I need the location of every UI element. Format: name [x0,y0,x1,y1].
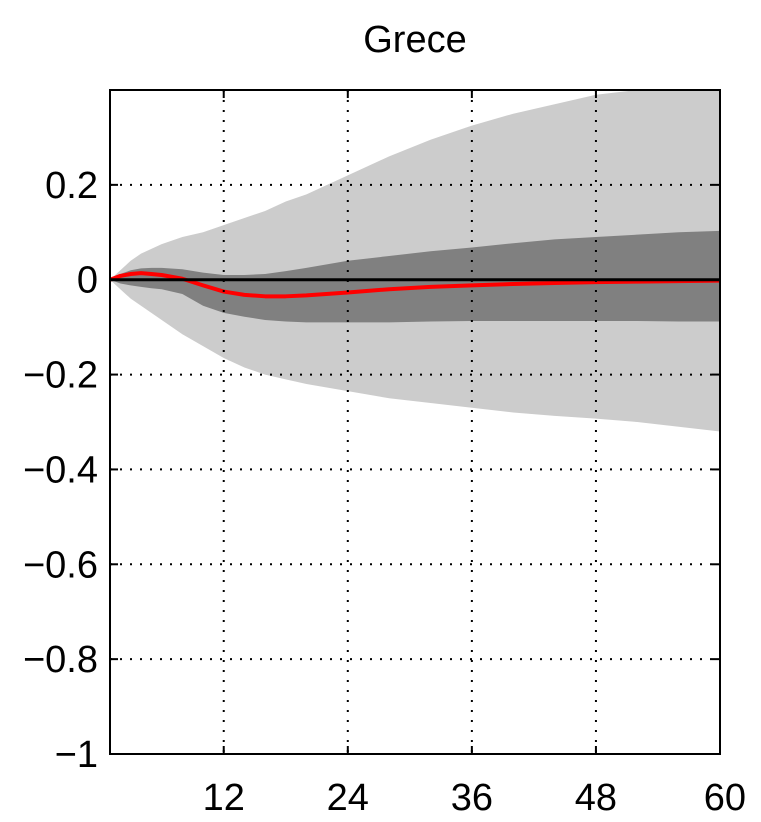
x-tick-label: 60 [704,777,746,819]
x-tick-label: 48 [575,777,617,819]
x-tick-label: 12 [203,777,245,819]
chart-title: Grece [363,19,466,61]
plot-area [109,89,721,755]
x-tick-label: 24 [327,777,369,819]
y-tick-label: −0.6 [23,544,98,586]
x-tick-label: 36 [451,777,493,819]
y-tick-label: −1 [55,734,98,776]
inner-band [110,230,720,323]
plot-marks [110,90,720,432]
y-tick-label: 0 [77,260,98,302]
axes-frame [109,89,721,755]
median-line [110,271,720,299]
x-axis: 12 24 36 48 60 [203,90,746,819]
y-tick-label: −0.2 [23,355,98,397]
y-tick-label: −0.4 [23,449,98,491]
y-axis: 0.2 0 −0.2 −0.4 −0.6 −0.8 −1 [23,165,720,776]
y-tick-label: 0.2 [45,165,98,207]
y-tick-label: −0.8 [23,639,98,681]
